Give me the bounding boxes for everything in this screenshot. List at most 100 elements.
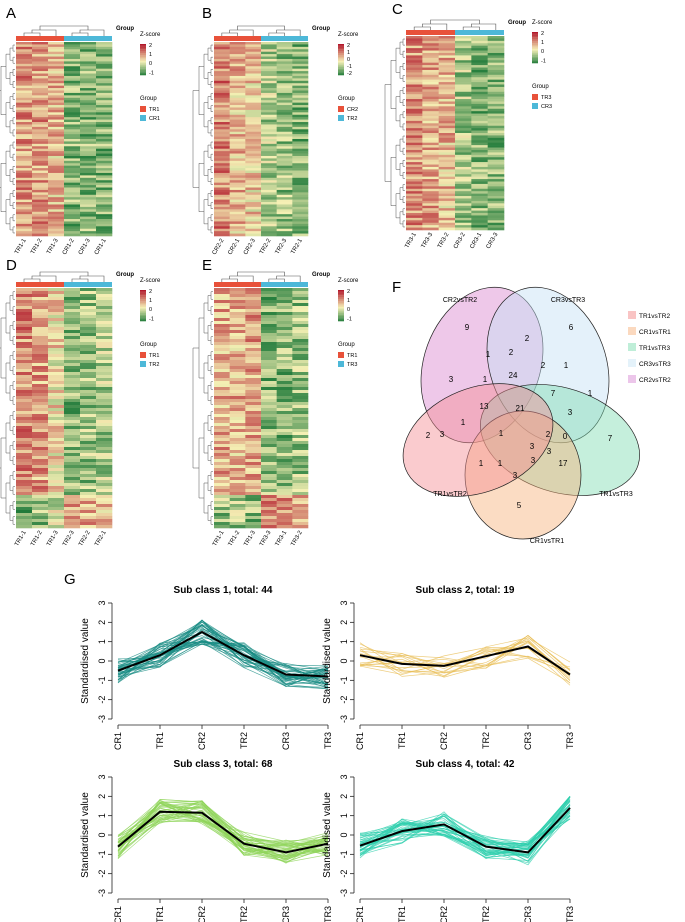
venn-count: 1 xyxy=(499,429,504,438)
group-legend-title: Group xyxy=(532,84,549,90)
group-legend-label: TR1 xyxy=(347,353,357,359)
x-tick-label: CR3 xyxy=(523,906,533,922)
group-legend-swatch xyxy=(338,352,344,358)
group-label: Group xyxy=(508,20,526,26)
x-tick-label: TR2 xyxy=(239,906,249,922)
y-tick-label: -3 xyxy=(97,715,107,723)
column-dendrogram xyxy=(413,19,497,30)
heatmap-panel-letter-c: C xyxy=(392,1,403,18)
heatmap-cells xyxy=(214,288,309,529)
venn-set-label-cr2vstr2: CR2vsTR2 xyxy=(443,297,477,304)
venn-count: 1 xyxy=(483,375,488,384)
x-tick-label: CR3 xyxy=(523,732,533,750)
zscore-tick: 0 xyxy=(149,307,152,313)
y-axis-label: Standardised value xyxy=(322,618,333,704)
mean-profile-line xyxy=(359,645,571,676)
venn-legend-label: TR1vsTR2 xyxy=(639,313,670,320)
zscore-tick: 2 xyxy=(347,289,350,295)
x-tick-label: TR3 xyxy=(323,906,333,922)
group-legend-label: TR1 xyxy=(149,107,159,113)
venn-count: 1 xyxy=(564,361,569,370)
mean-profile-line xyxy=(117,630,329,678)
x-tick-label: TR2 xyxy=(481,906,491,922)
y-tick-label: -1 xyxy=(339,850,349,858)
venn-panel-letter: F xyxy=(392,279,401,296)
venn-count: 3 xyxy=(530,442,535,451)
venn-ellipse xyxy=(480,384,640,496)
svg-text:Z-score: Z-score xyxy=(532,20,553,26)
column-label: TR1-3 xyxy=(243,529,257,547)
column-label: CR3-2 xyxy=(453,231,467,250)
column-label: CR1-2 xyxy=(62,237,76,256)
column-label: TR1-2 xyxy=(228,529,242,547)
row-dendrogram xyxy=(192,291,213,525)
group-legend-swatch xyxy=(140,352,146,358)
cluster-title: Sub class 3, total: 68 xyxy=(174,759,273,770)
venn-legend-swatch xyxy=(628,375,636,383)
mean-profile-line xyxy=(117,810,329,854)
y-tick-label: 0 xyxy=(97,658,107,663)
x-tick-label: TR3 xyxy=(565,906,575,922)
y-tick-label: 0 xyxy=(97,832,107,837)
venn-count: 2 xyxy=(509,348,514,357)
group-legend-swatch xyxy=(338,361,344,367)
venn-count: 3 xyxy=(531,456,536,465)
zscore-tick: 2 xyxy=(347,43,350,49)
x-tick-label: CR2 xyxy=(439,732,449,750)
venn-count: 2 xyxy=(546,430,551,439)
x-tick-label: TR1 xyxy=(155,732,165,749)
x-tick-label: TR3 xyxy=(565,732,575,749)
y-tick-label: -3 xyxy=(339,715,349,723)
cluster-plot-4: Sub class 4, total: 42 3 2 1 0 -1 -2 -3 Standard… xyxy=(322,759,575,922)
zscore-tick: -1 xyxy=(347,316,352,322)
column-label: TR3-1 xyxy=(404,231,418,249)
group-legend-swatch xyxy=(140,361,146,367)
venn-count: 13 xyxy=(480,402,489,411)
venn-legend-label: CR2vsTR2 xyxy=(639,377,671,384)
group-bar-1 xyxy=(16,36,64,41)
y-tick-label: 3 xyxy=(97,774,107,779)
venn-count: 24 xyxy=(509,371,518,380)
svg-text:Z-score: Z-score xyxy=(140,32,161,38)
column-label: TR3-1 xyxy=(275,529,289,547)
mean-profile-line xyxy=(359,807,571,854)
column-label: TR1-1 xyxy=(212,529,226,547)
column-dendrogram xyxy=(23,271,105,282)
y-tick-label: 3 xyxy=(97,600,107,605)
y-tick-label: 2 xyxy=(339,794,349,799)
cluster-panel-letter: G xyxy=(64,571,76,588)
x-tick-label: TR2 xyxy=(239,732,249,749)
venn-legend-swatch xyxy=(628,359,636,367)
column-label: TR3-3 xyxy=(421,231,435,249)
heatmap-panel-letter-b: B xyxy=(202,5,212,22)
column-label: TR1-2 xyxy=(30,529,44,547)
venn-count: 1 xyxy=(498,459,503,468)
group-bar-2 xyxy=(455,30,504,35)
column-label: TR1-1 xyxy=(14,237,28,255)
y-tick-label: -3 xyxy=(339,889,349,897)
row-dendrogram xyxy=(0,291,15,525)
group-legend-label: CR3 xyxy=(541,104,552,110)
y-tick-label: 1 xyxy=(339,639,349,644)
venn-count: 21 xyxy=(516,404,525,413)
venn-count: 6 xyxy=(569,323,574,332)
venn-legend-swatch xyxy=(628,311,636,319)
row-dendrogram xyxy=(192,44,213,234)
y-tick-label: -2 xyxy=(97,696,107,704)
zscore-tick: -1 xyxy=(347,64,352,70)
column-label: CR2-2 xyxy=(212,237,226,256)
cluster-title: Sub class 1, total: 44 xyxy=(174,585,273,596)
zscore-tick: -1 xyxy=(149,70,154,76)
venn-count: 7 xyxy=(551,389,556,398)
venn-count: 1 xyxy=(479,459,484,468)
venn-legend-label: TR1vsTR3 xyxy=(639,345,670,352)
group-bar-2 xyxy=(64,282,112,287)
group-legend-title: Group xyxy=(140,342,157,348)
group-label: Group xyxy=(312,272,330,278)
group-bar-1 xyxy=(16,282,64,287)
column-label: TR2-3 xyxy=(275,237,289,255)
venn-count: 7 xyxy=(608,434,613,443)
heatmap-cells xyxy=(16,288,113,529)
